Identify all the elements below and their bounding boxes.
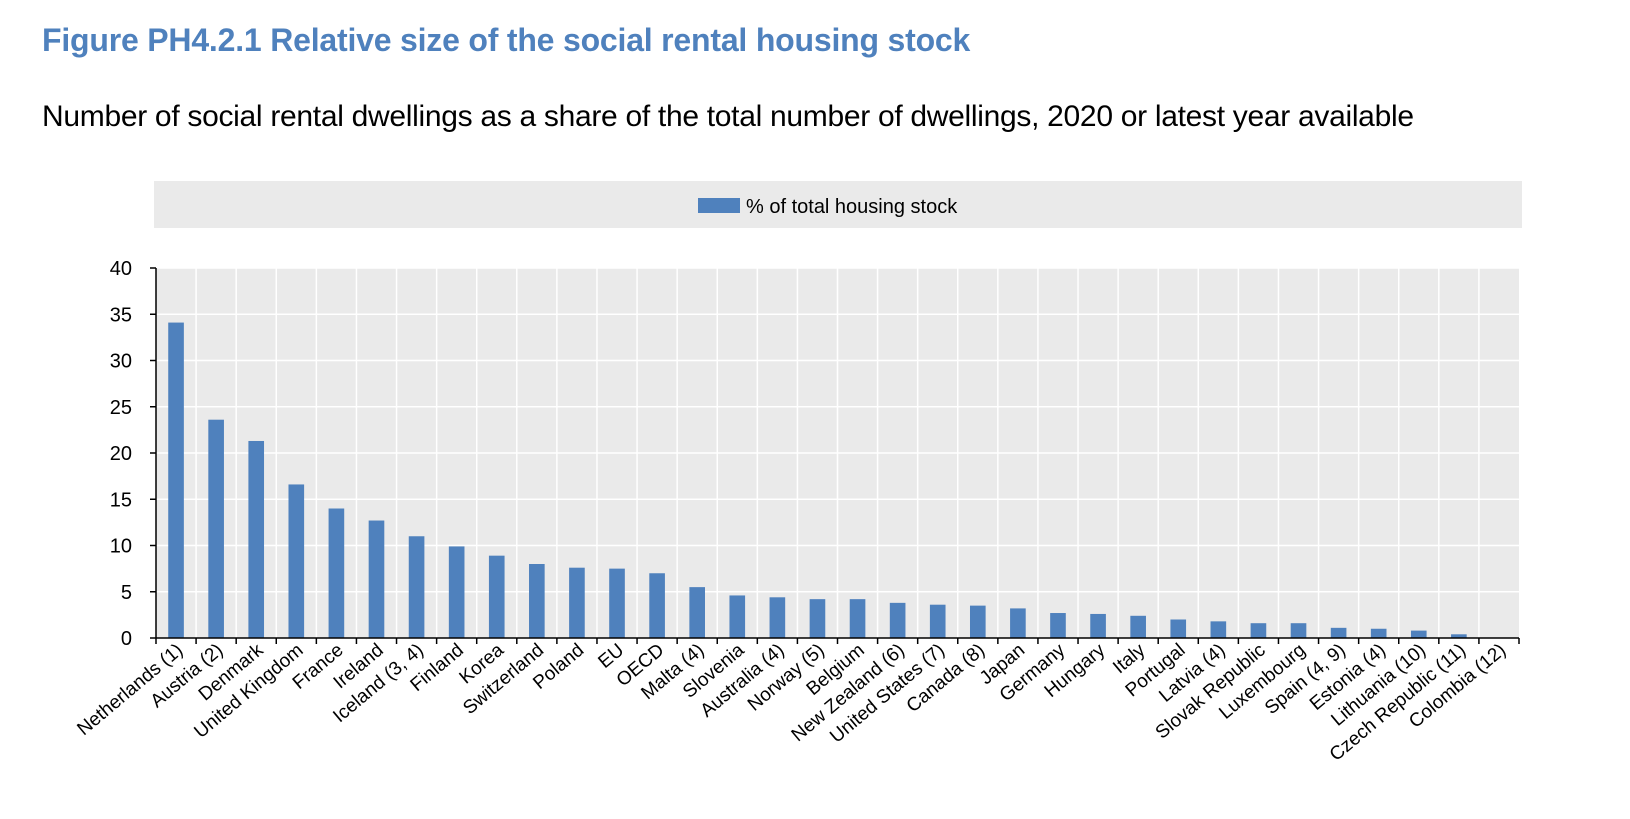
bar (929, 604, 946, 638)
bar (1090, 613, 1106, 638)
bar (769, 597, 786, 638)
bar (1210, 621, 1227, 638)
y-tick-label: 40 (110, 258, 132, 280)
bar (1170, 619, 1187, 638)
legend-label: % of total housing stock (746, 196, 958, 218)
bar (809, 599, 826, 638)
bar (609, 568, 625, 639)
bar (729, 595, 746, 638)
axes (150, 267, 1520, 644)
bar (448, 546, 465, 638)
bar (689, 587, 705, 639)
bar (1130, 615, 1146, 638)
bar (889, 602, 906, 638)
bar (529, 564, 545, 638)
y-tick-label: 10 (110, 536, 132, 558)
bar (488, 555, 505, 638)
legend-swatch (698, 198, 740, 213)
bar (168, 322, 184, 638)
bar (368, 520, 385, 638)
bar (1330, 627, 1347, 638)
bar (969, 605, 986, 639)
bar (208, 419, 224, 638)
x-tick-labels: Netherlands (1)Austria (2)DenmarkUnited … (73, 639, 1510, 765)
y-tick-label: 35 (110, 304, 132, 326)
bar (849, 599, 866, 638)
bar (1050, 613, 1066, 638)
bar (408, 536, 425, 638)
bar (1410, 630, 1427, 638)
y-tick-label: 0 (121, 628, 132, 650)
y-tick-label: 20 (110, 443, 132, 465)
bar (569, 567, 585, 638)
bars (168, 322, 1467, 639)
bar (1451, 634, 1467, 638)
y-tick-label: 15 (110, 489, 132, 511)
bar (649, 573, 665, 638)
gridlines (156, 267, 1519, 638)
bar (1010, 608, 1026, 638)
bar (328, 508, 345, 638)
y-tick-labels: 0 5 10 15 20 25 30 35 40 (110, 258, 132, 650)
bar (1250, 623, 1267, 638)
legend: % of total housing stock (154, 181, 1522, 228)
bar (1370, 628, 1387, 638)
chart-subtitle: Number of social rental dwellings as a s… (42, 100, 1414, 133)
bar (288, 484, 305, 638)
bar (248, 440, 265, 638)
legend-background (154, 181, 1522, 228)
bar (1290, 623, 1307, 638)
y-tick-label: 25 (110, 397, 132, 419)
y-tick-label: 5 (121, 582, 132, 604)
chart-title: Figure PH4.2.1 Relative size of the soci… (42, 22, 971, 58)
y-tick-label: 30 (110, 351, 132, 373)
